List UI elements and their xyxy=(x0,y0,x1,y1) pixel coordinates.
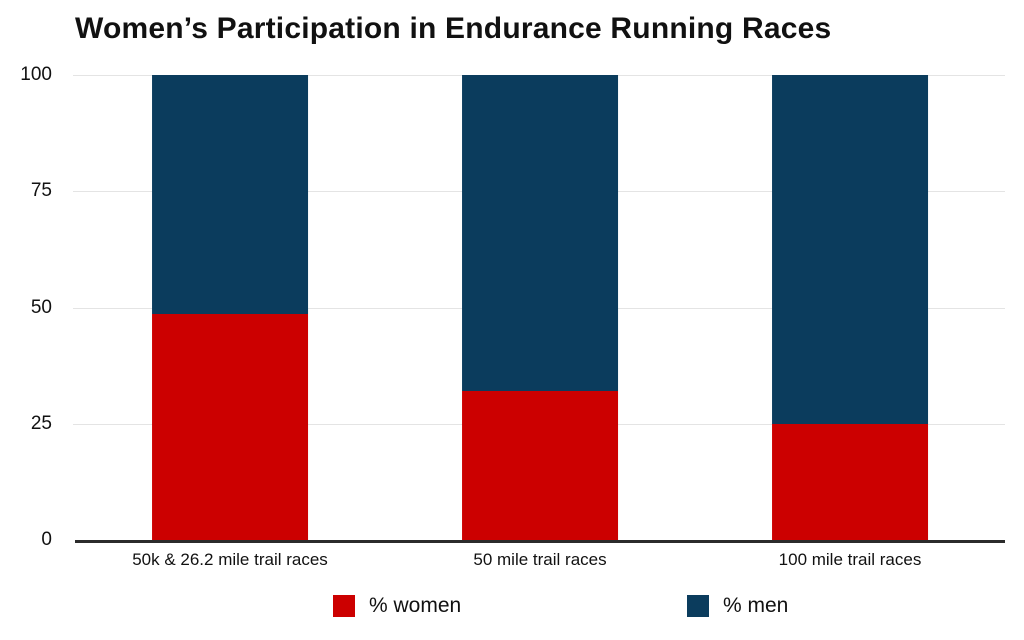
bar-group xyxy=(152,75,308,540)
legend: % women % men xyxy=(0,594,1024,624)
bar-segment-women xyxy=(462,391,618,540)
y-tick-label: 0 xyxy=(41,529,52,550)
bar-segment-men xyxy=(152,75,308,315)
y-tick-label: 50 xyxy=(30,296,52,318)
chart-title: Women’s Participation in Endurance Runni… xyxy=(75,12,832,45)
x-axis-labels: 50k & 26.2 mile trail races 50 mile trail… xyxy=(75,550,1005,570)
legend-label: % women xyxy=(369,594,462,617)
bar-slot xyxy=(75,75,385,540)
plot-area: 0 25 50 75 100 xyxy=(20,64,1005,550)
bar-segment-men xyxy=(462,75,618,392)
x-axis-label: 50 mile trail races xyxy=(473,550,607,569)
bars-container xyxy=(75,75,1005,540)
bar-slot xyxy=(385,75,695,540)
bar-slot xyxy=(695,75,1005,540)
legend-swatch xyxy=(333,595,355,617)
bar-segment-women xyxy=(772,423,928,540)
y-tick-label: 100 xyxy=(20,64,52,85)
x-axis-label: 100 mile trail races xyxy=(778,550,922,569)
legend-swatch xyxy=(687,595,709,617)
legend-label: % men xyxy=(723,594,789,617)
bar-segment-men xyxy=(772,75,928,424)
y-tick-label: 75 xyxy=(30,180,52,202)
legend-item: % men xyxy=(687,594,788,618)
bar-group xyxy=(772,75,928,540)
x-axis-label: 50k & 26.2 mile trail races xyxy=(132,550,328,569)
legend-item: % women xyxy=(333,594,461,618)
y-tick-label: 25 xyxy=(30,412,52,434)
bar-group xyxy=(462,75,618,540)
bar-segment-women xyxy=(152,314,308,540)
